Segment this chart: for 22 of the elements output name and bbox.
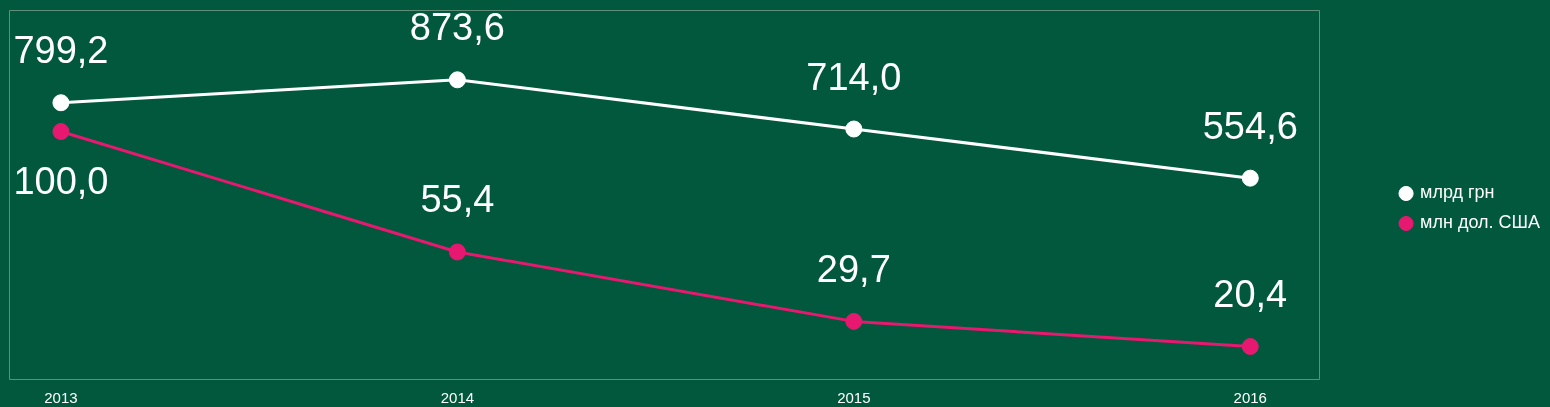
data-label: 100,0	[13, 160, 109, 203]
point	[448, 71, 466, 89]
x-tick-label: 2016	[1233, 389, 1267, 407]
x-tick-label: 2015	[837, 389, 871, 407]
legend-label: млн дол. США	[1420, 212, 1541, 233]
data-label: 799,2	[13, 29, 109, 72]
data-label: 554,6	[1202, 104, 1298, 147]
data-label: 29,7	[816, 247, 891, 290]
data-label: 714,0	[806, 55, 902, 98]
point	[52, 94, 70, 112]
data-label: 55,4	[420, 178, 495, 221]
x-tick-label: 2013	[44, 389, 78, 407]
data-label: 20,4	[1213, 273, 1288, 315]
point	[52, 123, 70, 141]
point	[1241, 338, 1259, 356]
point	[845, 312, 863, 330]
legend-label: млрд грн	[1420, 182, 1495, 203]
point	[1241, 169, 1259, 187]
x-tick-label: 2014	[440, 389, 475, 407]
point	[845, 120, 863, 138]
data-label: 873,6	[409, 6, 505, 49]
point	[448, 243, 466, 261]
